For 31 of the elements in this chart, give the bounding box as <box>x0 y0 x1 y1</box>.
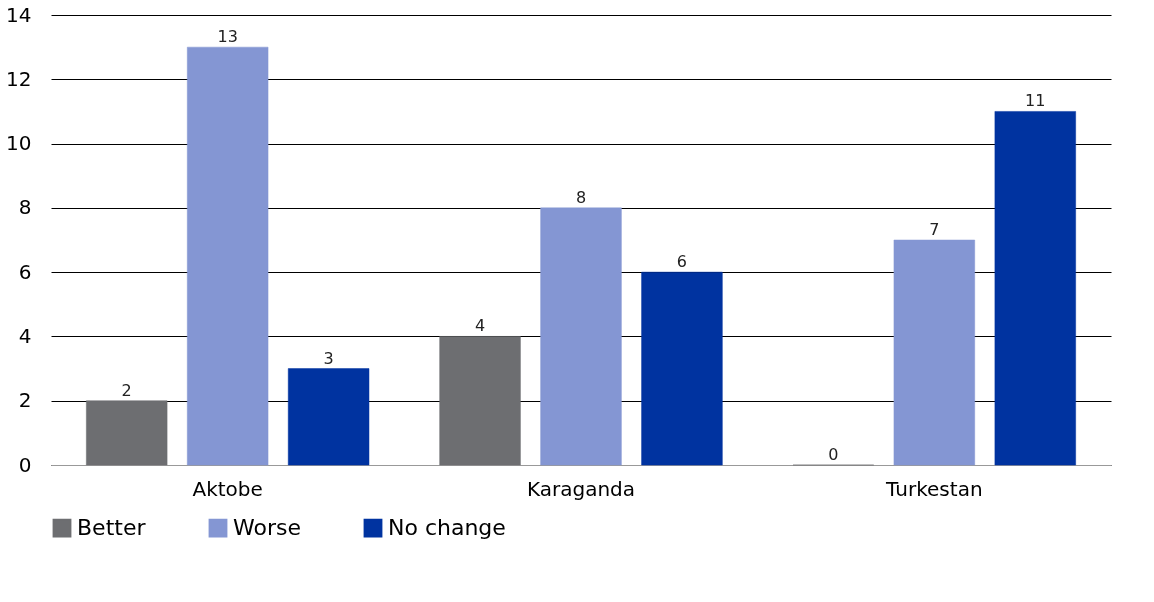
x-tick-label: Karaganda <box>526 476 636 501</box>
bar <box>86 400 168 466</box>
y-tick-label: 8 <box>18 195 32 220</box>
x-tick-label: Turkestan <box>885 476 983 501</box>
data-label: 11 <box>1025 91 1046 111</box>
y-tick-label: 12 <box>6 66 32 91</box>
bar <box>893 239 975 466</box>
legend-label: Better <box>77 515 147 541</box>
bar <box>641 271 723 466</box>
legend-label: No change <box>388 515 506 541</box>
bar <box>994 111 1076 466</box>
y-tick-label: 4 <box>18 323 32 348</box>
bar <box>439 336 521 466</box>
data-label: 0 <box>828 445 839 464</box>
bar <box>187 46 269 466</box>
data-label: 13 <box>217 27 238 47</box>
data-label: 7 <box>929 220 940 239</box>
y-tick-label: 0 <box>18 452 32 477</box>
x-tick-label: Aktobe <box>192 476 263 501</box>
y-tick-label: 14 <box>6 2 32 27</box>
bar <box>540 207 622 466</box>
data-label: 3 <box>323 348 334 368</box>
data-label: 8 <box>575 187 587 207</box>
y-tick-label: 2 <box>18 388 32 413</box>
data-label: 2 <box>121 380 132 400</box>
y-tick-label: 10 <box>6 131 32 156</box>
legend-label: Worse <box>233 515 301 541</box>
bar <box>287 368 370 466</box>
y-tick-label: 6 <box>18 259 32 284</box>
data-label: 4 <box>474 316 486 336</box>
data-label: 6 <box>676 252 688 272</box>
